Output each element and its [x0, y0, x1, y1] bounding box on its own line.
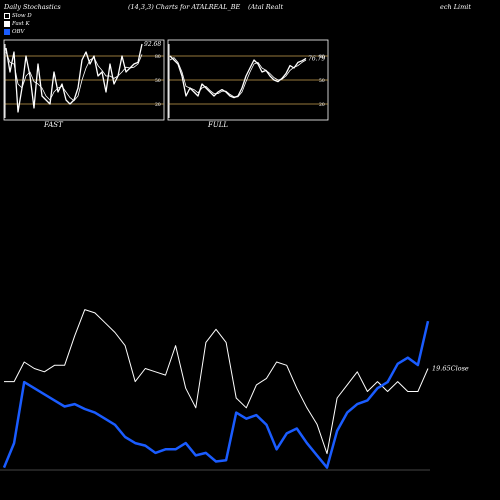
fast-stochastic-panel: 80 50 20 92.68: [3, 39, 165, 121]
fast-panel-label: FAST: [44, 121, 63, 129]
legend-swatch-slow-d: [4, 13, 10, 19]
full-level-label: 20: [319, 102, 325, 108]
full-level-label: 80: [319, 54, 325, 60]
fast-level-label: 50: [155, 78, 161, 84]
full-fast-k-line: [169, 55, 307, 99]
chart-title-center: (14,3,3) Charts for ATALREAL_BE: [128, 3, 241, 11]
legend-item-fast-k: Fast K: [4, 20, 32, 28]
full-level-label: 50: [319, 78, 325, 84]
fast-level-label: 80: [155, 54, 161, 60]
full-panel-label: FULL: [208, 121, 229, 129]
obv-line: [2, 320, 430, 469]
fast-fast-k-line: [5, 43, 143, 113]
full-stochastic-panel: 80 50 20 76.79: [167, 39, 329, 121]
legend-item-slow-d: Slow D: [4, 12, 32, 20]
legend-swatch-fast-k: [4, 21, 10, 27]
legend-label-slow-d: Slow D: [12, 13, 32, 19]
close-price-line: [4, 309, 429, 455]
full-last-value: 76.79: [308, 55, 325, 62]
legend-item-obv: OBV: [4, 28, 32, 36]
legend-label-fast-k: Fast K: [12, 21, 30, 27]
legend-swatch-obv: [4, 29, 10, 35]
legend: Slow D Fast K OBV: [4, 12, 32, 36]
fast-last-value: 92.68: [144, 41, 161, 48]
price-obv-panel: 19.65Close: [0, 309, 469, 471]
full-slow-d-line: [169, 57, 307, 98]
close-price-label: 19.65Close: [432, 365, 469, 373]
chart-title-company: (Atal Realt: [248, 3, 284, 11]
chart-title-left: Daily Stochastics: [4, 3, 61, 11]
chart-title-company-tail: ech Limit: [440, 3, 471, 11]
fast-level-label: 20: [155, 102, 161, 108]
legend-label-obv: OBV: [12, 29, 25, 35]
